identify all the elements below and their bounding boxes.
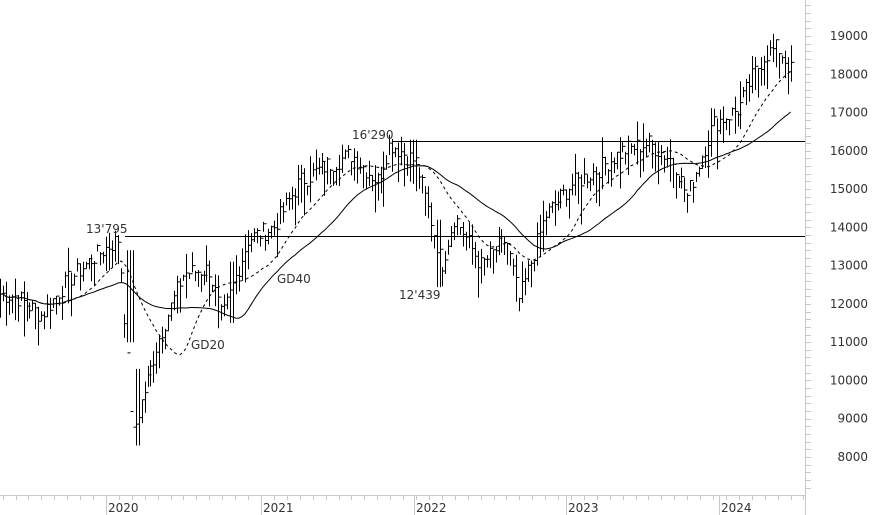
label-gd20: GD20	[191, 338, 225, 352]
x-tick-label: 2021	[263, 501, 294, 515]
label-gd40: GD40	[277, 272, 311, 286]
y-tick-label: 8000	[837, 450, 868, 464]
price-bars	[0, 33, 795, 446]
y-tick-label: 17000	[830, 106, 868, 120]
y-tick-label: 13000	[830, 259, 868, 273]
annotation-16290: 16'290	[352, 128, 393, 142]
axes	[0, 0, 811, 515]
y-tick-label: 9000	[837, 412, 868, 426]
y-tick-label: 18000	[830, 67, 868, 81]
x-tick-label: 2023	[568, 501, 599, 515]
y-tick-label: 10000	[830, 373, 868, 387]
annotation-12439: 12'439	[399, 288, 440, 302]
x-tick-label: 2024	[721, 501, 752, 515]
x-axis-labels: 2020 2021 2022 2023 2024	[108, 501, 752, 515]
annotation-13795: 13'795	[86, 222, 127, 236]
y-tick-label: 11000	[830, 335, 868, 349]
y-tick-label: 15000	[830, 182, 868, 196]
y-axis-labels: 8000 9000 10000 11000 12000 13000 14000 15000 16…	[830, 29, 868, 464]
gd20-moving-average	[0, 71, 791, 356]
hlc-bars	[0, 33, 795, 446]
y-tick-label: 19000	[830, 29, 868, 43]
y-tick-label: 12000	[830, 297, 868, 311]
y-tick-label: 16000	[830, 144, 868, 158]
x-tick-label: 2022	[416, 501, 447, 515]
gd40-moving-average	[0, 111, 791, 319]
x-tick-label: 2020	[108, 501, 139, 515]
y-tick-label: 14000	[830, 220, 868, 234]
